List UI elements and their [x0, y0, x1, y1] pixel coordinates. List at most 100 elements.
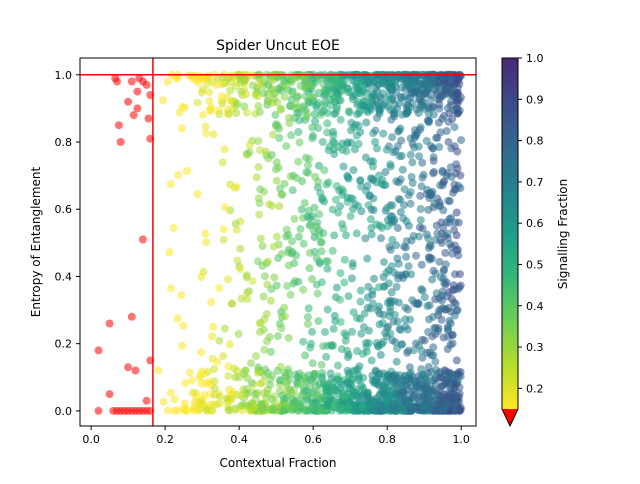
- data-point: [239, 77, 248, 86]
- data-point: [332, 283, 341, 292]
- data-point: [199, 110, 207, 119]
- data-point: [430, 199, 439, 208]
- data-point: [197, 379, 206, 388]
- data-point: [170, 395, 179, 404]
- data-point: [379, 129, 388, 138]
- data-point: [371, 126, 380, 135]
- data-point: [375, 320, 384, 329]
- data-point: [105, 390, 114, 399]
- data-point: [431, 357, 440, 366]
- data-point: [267, 285, 276, 294]
- data-point: [144, 114, 153, 123]
- data-point: [225, 340, 234, 349]
- data-point: [403, 325, 412, 334]
- data-point: [417, 260, 426, 269]
- data-point: [430, 396, 439, 405]
- data-point: [431, 269, 440, 278]
- data-point: [319, 381, 328, 389]
- data-point: [299, 285, 308, 294]
- data-point: [308, 123, 317, 132]
- data-point: [453, 285, 462, 294]
- data-point: [301, 92, 310, 101]
- data-point: [280, 303, 289, 312]
- colorbar-tick-label: 0.9: [526, 93, 544, 106]
- data-point: [347, 274, 356, 283]
- data-point: [384, 142, 393, 151]
- data-point: [443, 322, 452, 331]
- data-point: [366, 215, 375, 224]
- data-point: [403, 385, 412, 394]
- data-point: [294, 373, 302, 382]
- data-point: [348, 327, 356, 336]
- data-point: [349, 308, 358, 317]
- data-point: [358, 402, 367, 411]
- data-point: [255, 210, 264, 219]
- data-point: [429, 351, 438, 360]
- data-point: [381, 168, 390, 177]
- data-point: [197, 272, 206, 281]
- reference-lines: [80, 58, 476, 426]
- data-point: [450, 142, 459, 151]
- data-point: [319, 342, 328, 351]
- data-point: [288, 395, 297, 404]
- data-point: [363, 181, 372, 190]
- data-point: [289, 171, 298, 180]
- data-point: [332, 383, 341, 392]
- data-point: [348, 406, 357, 415]
- data-point: [235, 373, 244, 382]
- data-point: [412, 339, 420, 348]
- data-point: [443, 378, 452, 387]
- data-point: [236, 244, 245, 253]
- data-point: [318, 372, 326, 381]
- data-point: [321, 328, 329, 336]
- data-point: [256, 234, 265, 243]
- data-point: [322, 352, 331, 361]
- data-point: [301, 351, 310, 360]
- data-point: [343, 173, 352, 182]
- data-point: [253, 368, 262, 377]
- data-point: [295, 116, 304, 125]
- data-point: [431, 295, 440, 304]
- data-point: [277, 190, 286, 199]
- data-point: [304, 161, 312, 170]
- data-point: [418, 353, 427, 362]
- data-point: [239, 385, 248, 394]
- y-tick-label: 1.0: [55, 69, 73, 82]
- data-point: [238, 91, 247, 100]
- data-point: [346, 212, 355, 221]
- data-point: [397, 136, 406, 145]
- data-point: [269, 130, 277, 139]
- data-point: [201, 229, 210, 238]
- data-point: [442, 127, 451, 135]
- data-point: [251, 389, 260, 398]
- data-point: [434, 307, 443, 316]
- data-point: [288, 248, 297, 256]
- data-point: [299, 239, 308, 248]
- data-point: [418, 286, 427, 295]
- data-point: [327, 74, 336, 83]
- data-point: [371, 366, 380, 375]
- data-point: [342, 147, 351, 156]
- data-point: [347, 118, 356, 127]
- data-point: [451, 71, 460, 80]
- data-point: [435, 143, 444, 151]
- data-point: [416, 191, 425, 200]
- data-point: [255, 319, 264, 328]
- data-point: [205, 105, 214, 114]
- data-point: [455, 383, 464, 392]
- data-point: [312, 253, 321, 262]
- data-point: [256, 146, 265, 155]
- data-point: [277, 86, 286, 95]
- data-point: [406, 199, 415, 208]
- data-point: [329, 127, 338, 136]
- data-point: [273, 366, 282, 375]
- data-point: [368, 90, 377, 98]
- data-point: [441, 84, 450, 93]
- colorbar-tick-label: 0.2: [526, 382, 544, 395]
- data-point: [343, 138, 352, 147]
- data-point: [124, 363, 133, 372]
- data-point: [387, 288, 396, 297]
- data-point: [293, 108, 302, 117]
- data-point: [428, 332, 437, 341]
- data-point: [432, 221, 441, 230]
